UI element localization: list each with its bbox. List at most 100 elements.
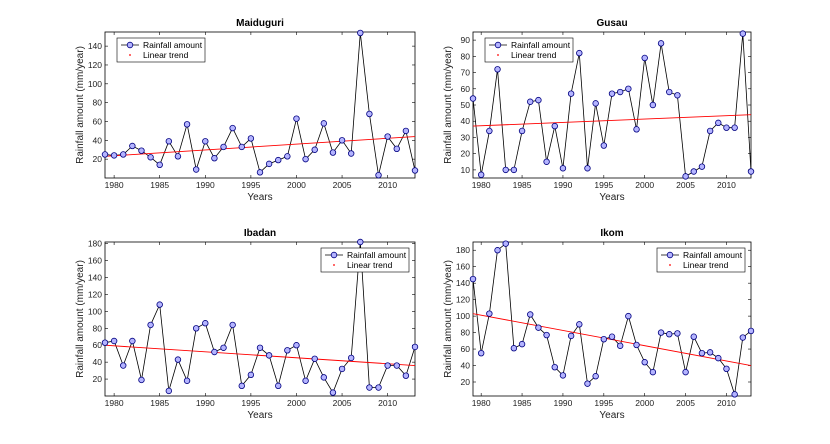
- x-tick-label: 1985: [513, 398, 532, 408]
- data-point: [747, 327, 755, 335]
- data-point: [329, 149, 337, 156]
- data-point: [698, 163, 706, 170]
- data-point: [477, 171, 485, 178]
- x-tick-label: 1990: [553, 180, 572, 190]
- y-tick-label: 40: [461, 116, 471, 126]
- data-point: [229, 124, 236, 132]
- x-tick-label: 1980: [105, 398, 124, 408]
- data-point: [110, 337, 118, 345]
- y-tick-label: 10: [461, 165, 471, 175]
- subplot-ikom: Ikom 20 40 60 80 100 120 140 160 180 1980 1985 1990 1…: [443, 228, 755, 421]
- data-point: [338, 365, 346, 373]
- legend-label: Linear trend: [143, 50, 189, 60]
- x-tick-label: 2010: [378, 398, 397, 408]
- plot-title: Gusau: [596, 18, 627, 29]
- data-point: [402, 372, 410, 379]
- data-point: [347, 354, 355, 362]
- data-point: [320, 374, 328, 381]
- legend-label: Linear trend: [683, 260, 729, 270]
- data-point: [247, 371, 255, 379]
- data-point: [183, 377, 191, 384]
- y-tick-label: 120: [456, 295, 470, 305]
- data-point: [147, 321, 154, 329]
- subplot-gusau: Gusau 10 20 30 40 50 60 70 80 90 1980 1985 1990 1995 2…: [443, 18, 755, 203]
- x-tick-label: 2010: [717, 180, 736, 190]
- data-point: [527, 311, 534, 318]
- data-point: [147, 154, 154, 161]
- x-tick-label: 2000: [635, 180, 654, 190]
- data-point: [510, 345, 518, 352]
- data-point: [715, 354, 722, 362]
- data-point: [559, 165, 567, 172]
- x-tick-label: 1980: [472, 180, 491, 190]
- data-point: [616, 88, 624, 96]
- legend-label: Linear trend: [511, 50, 557, 60]
- axes-frame: [104, 241, 416, 397]
- data-point: [690, 333, 697, 340]
- x-tick-label: 2010: [717, 398, 736, 408]
- y-axis-label: Rainfall amount (mm/year): [443, 260, 454, 378]
- data-point: [608, 90, 616, 97]
- data-point: [747, 168, 755, 175]
- legend-trend-sample: [129, 54, 131, 56]
- data-point: [375, 384, 382, 391]
- y-tick-label: 100: [88, 79, 102, 89]
- data-point: [256, 169, 264, 176]
- x-tick-label: 2010: [378, 180, 397, 190]
- x-tick-label: 2000: [287, 398, 306, 408]
- data-point: [510, 166, 518, 174]
- y-tick-label: 180: [456, 245, 470, 255]
- data-point: [739, 30, 747, 37]
- y-tick-label: 60: [93, 116, 103, 126]
- data-point: [657, 40, 665, 47]
- x-tick-label: 1990: [553, 398, 572, 408]
- y-tick-label: 60: [461, 344, 471, 354]
- data-point: [600, 335, 608, 343]
- data-point: [174, 356, 182, 363]
- data-point: [608, 333, 616, 340]
- y-tick-label: 20: [93, 154, 103, 164]
- data-point: [384, 362, 391, 369]
- data-point: [411, 167, 419, 174]
- data-point: [666, 88, 673, 96]
- x-tick-label: 2005: [333, 180, 352, 190]
- data-point: [110, 152, 118, 159]
- data-point: [616, 342, 624, 349]
- legend-label: Linear trend: [347, 260, 393, 270]
- legend-marker-sample: [666, 251, 674, 259]
- x-tick-label: 1990: [196, 398, 215, 408]
- data-point: [101, 339, 109, 346]
- y-tick-label: 20: [93, 374, 103, 384]
- data-point: [211, 155, 218, 162]
- data-point: [633, 126, 640, 133]
- data-point: [129, 337, 136, 345]
- y-tick-label: 80: [461, 328, 471, 338]
- data-point: [543, 158, 550, 165]
- data-point: [156, 301, 163, 308]
- data-point: [129, 142, 136, 150]
- data-point: [494, 66, 501, 73]
- data-point: [174, 153, 182, 160]
- data-point: [518, 340, 526, 348]
- trend-line: [473, 114, 751, 127]
- y-tick-label: 140: [456, 278, 470, 288]
- data-point: [731, 124, 738, 131]
- x-tick-label: 1995: [594, 398, 613, 408]
- legend-box: [116, 37, 206, 63]
- y-tick-label: 20: [461, 377, 471, 387]
- y-tick-label: 40: [93, 357, 103, 367]
- y-tick-label: 80: [461, 51, 471, 61]
- data-point: [469, 275, 477, 283]
- y-tick-label: 60: [93, 340, 103, 350]
- data-point: [625, 85, 632, 92]
- y-tick-label: 40: [461, 361, 471, 371]
- y-tick-label: 100: [88, 306, 102, 316]
- y-tick-label: 80: [93, 323, 103, 333]
- data-point: [275, 156, 282, 164]
- data-point: [156, 161, 163, 169]
- data-point: [567, 332, 575, 340]
- plot-title: Maiduguri: [236, 18, 284, 29]
- data-point: [649, 368, 657, 376]
- data-point: [202, 138, 209, 145]
